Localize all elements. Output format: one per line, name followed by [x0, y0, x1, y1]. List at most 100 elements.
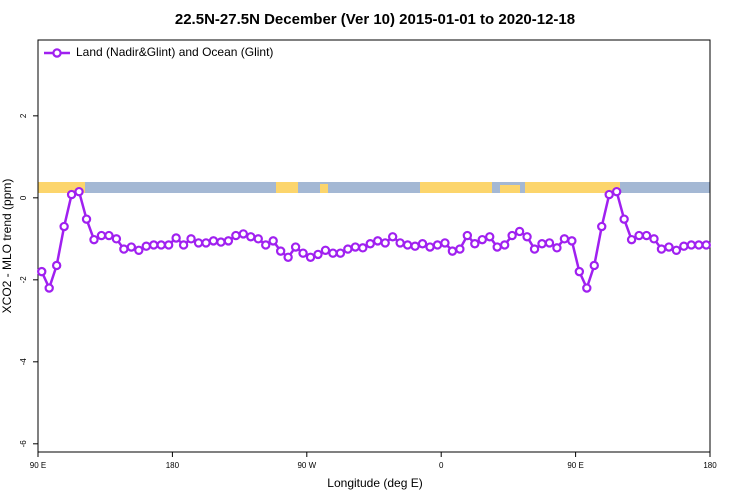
- data-point: [664, 242, 674, 252]
- data-point: [305, 252, 316, 262]
- data-point: [231, 230, 241, 241]
- data-point: [365, 239, 375, 249]
- data-point: [37, 266, 47, 277]
- data-point: [626, 234, 637, 245]
- data-point: [380, 238, 390, 248]
- data-point: [462, 230, 473, 241]
- data-point: [417, 239, 428, 249]
- data-point: [104, 230, 114, 241]
- data-point: [186, 234, 196, 244]
- chart-title: 22.5N-27.5N December (Ver 10) 2015-01-01…: [175, 11, 575, 28]
- x-tick-label: 90 W: [297, 461, 316, 470]
- data-point: [701, 240, 711, 250]
- data-point: [238, 229, 249, 239]
- data-point: [328, 248, 338, 258]
- data-point: [641, 230, 652, 241]
- data-point: [81, 214, 92, 224]
- data-point: [589, 260, 599, 271]
- data-point: [89, 234, 99, 245]
- data-point: [507, 230, 517, 241]
- data-point: [432, 240, 443, 250]
- data-point: [425, 242, 435, 252]
- data-point: [44, 283, 54, 293]
- data-point: [544, 238, 555, 248]
- data-point: [679, 241, 689, 251]
- data-point: [604, 189, 614, 200]
- data-point: [567, 236, 577, 246]
- data-point: [552, 243, 562, 253]
- x-tick-label: 90 E: [30, 461, 46, 470]
- legend-marker: [52, 48, 62, 58]
- data-point: [559, 234, 570, 244]
- y-axis-label: XCO2 - MLO trend (ppm): [0, 179, 14, 314]
- data-point: [514, 226, 525, 237]
- data-point: [537, 239, 547, 249]
- data-point: [671, 245, 682, 256]
- data-point: [656, 244, 667, 254]
- data-point: [163, 240, 174, 250]
- data-point: [387, 232, 398, 242]
- data-point: [268, 236, 278, 246]
- data-point: [223, 236, 234, 246]
- data-point: [141, 241, 151, 251]
- map-strip: [38, 182, 710, 193]
- data-point: [66, 189, 77, 200]
- data-point: [51, 260, 62, 271]
- data-point: [649, 234, 659, 244]
- y-tick-label: 0: [19, 195, 28, 200]
- data-point: [74, 186, 84, 197]
- data-point: [59, 221, 69, 232]
- data-point: [111, 234, 122, 244]
- data-point: [410, 241, 420, 251]
- data-point: [477, 234, 487, 245]
- data-point: [193, 238, 204, 248]
- data-point: [350, 242, 361, 252]
- x-tick-label: 0: [439, 461, 444, 470]
- data-point: [440, 238, 450, 248]
- legend-label: Land (Nadir&Glint) and Ocean (Glint): [76, 45, 273, 59]
- data-point: [275, 246, 286, 256]
- y-tick-label: -4: [19, 358, 28, 366]
- data-point: [208, 236, 219, 246]
- data-point: [216, 237, 226, 247]
- data-point: [597, 221, 607, 232]
- data-point: [634, 230, 644, 241]
- x-tick-label: 180: [166, 461, 180, 470]
- data-point: [335, 248, 346, 258]
- data-point: [694, 240, 704, 250]
- data-point: [96, 230, 107, 241]
- data-point: [686, 240, 697, 250]
- data-point: [320, 245, 331, 256]
- y-tick-label: -2: [19, 276, 28, 284]
- x-tick-label: 90 E: [567, 461, 583, 470]
- data-point: [149, 240, 159, 250]
- data-point: [485, 232, 495, 242]
- data-point: [447, 246, 458, 256]
- y-tick-label: 2: [19, 113, 28, 118]
- data-point: [529, 244, 540, 254]
- data-point: [402, 240, 413, 250]
- data-point: [156, 240, 166, 250]
- data-point: [178, 240, 189, 250]
- data-point: [171, 233, 181, 243]
- data-point: [313, 249, 323, 260]
- data-point: [290, 242, 301, 252]
- data-point: [119, 244, 129, 254]
- data-point: [455, 244, 465, 254]
- data-point: [201, 238, 211, 248]
- data-point: [574, 266, 585, 277]
- data-point: [611, 186, 622, 197]
- data-point: [470, 239, 480, 249]
- data-point: [253, 234, 263, 244]
- data-point: [261, 240, 271, 250]
- data-point: [246, 232, 256, 242]
- data-point: [522, 232, 532, 242]
- data-point: [283, 252, 293, 262]
- y-tick-label: -6: [19, 440, 28, 448]
- data-point: [499, 240, 510, 250]
- x-tick-label: 180: [703, 461, 717, 470]
- data-point: [395, 238, 405, 248]
- data-point: [582, 283, 592, 293]
- data-point: [343, 244, 353, 254]
